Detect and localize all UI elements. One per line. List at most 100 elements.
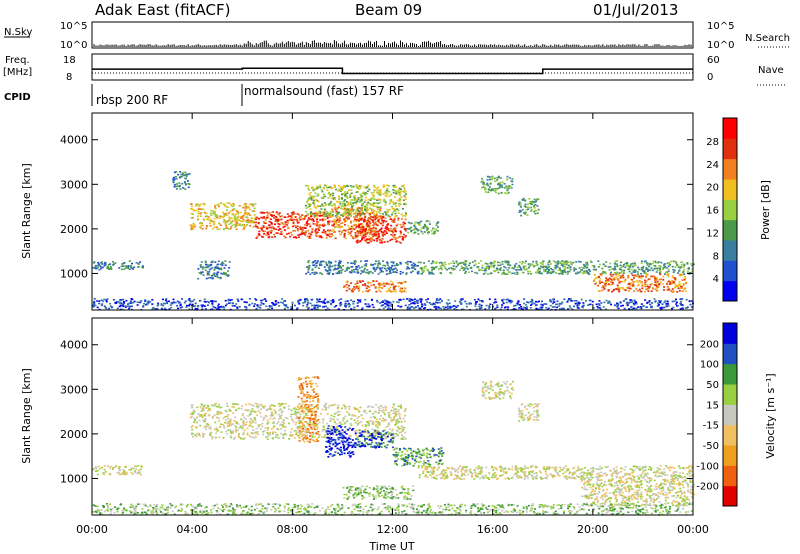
data-pixel <box>105 300 108 303</box>
data-pixel <box>603 288 606 290</box>
data-pixel <box>191 433 194 436</box>
data-pixel <box>485 266 488 269</box>
data-pixel <box>499 264 502 267</box>
data-pixel <box>570 263 573 265</box>
data-pixel <box>398 235 401 238</box>
data-pixel <box>254 221 257 224</box>
data-pixel <box>296 434 299 437</box>
data-pixel <box>630 272 633 275</box>
data-pixel <box>313 304 316 307</box>
data-pixel <box>168 308 171 310</box>
data-pixel <box>520 305 523 308</box>
data-pixel <box>273 303 276 306</box>
data-pixel <box>573 305 576 308</box>
data-pixel <box>323 187 326 190</box>
data-pixel <box>569 261 572 263</box>
data-pixel <box>622 265 625 268</box>
data-pixel <box>320 300 323 303</box>
data-pixel <box>377 235 380 238</box>
data-pixel <box>227 298 230 301</box>
data-pixel <box>529 300 532 303</box>
data-pixel <box>394 413 397 415</box>
data-pixel <box>526 301 529 303</box>
data-pixel <box>264 222 267 224</box>
data-pixel <box>579 271 582 273</box>
data-pixel <box>399 431 402 434</box>
data-pixel <box>312 220 315 223</box>
data-pixel <box>489 262 492 265</box>
data-pixel <box>221 273 224 275</box>
data-pixel <box>372 280 375 282</box>
data-pixel <box>385 269 388 272</box>
data-pixel <box>295 408 298 411</box>
data-pixel <box>535 262 538 264</box>
data-pixel <box>557 260 560 263</box>
data-pixel <box>336 406 339 409</box>
data-pixel <box>582 267 585 269</box>
data-pixel <box>386 261 389 264</box>
data-pixel <box>330 230 333 232</box>
data-pixel <box>210 220 213 222</box>
data-pixel <box>204 260 207 263</box>
data-pixel <box>264 405 266 408</box>
data-pixel <box>597 303 600 305</box>
data-pixel <box>526 267 529 270</box>
data-pixel <box>631 301 634 303</box>
data-pixel <box>273 214 275 217</box>
data-pixel <box>360 204 363 207</box>
data-pixel <box>218 228 221 230</box>
data-pixel <box>211 300 214 302</box>
data-pixel <box>331 234 334 237</box>
data-pixel <box>305 272 308 275</box>
data-pixel <box>383 285 386 287</box>
data-pixel <box>312 223 315 225</box>
data-pixel <box>503 183 506 185</box>
data-pixel <box>620 261 622 264</box>
data-pixel <box>364 298 367 301</box>
data-pixel <box>300 435 303 438</box>
data-pixel <box>465 266 468 268</box>
data-pixel <box>306 213 309 215</box>
data-pixel <box>237 211 239 213</box>
data-pixel <box>348 408 351 410</box>
data-pixel <box>356 239 359 242</box>
data-pixel <box>647 268 650 271</box>
data-pixel <box>382 231 385 234</box>
data-pixel <box>520 307 523 310</box>
data-pixel <box>616 260 619 262</box>
data-pixel <box>315 234 318 237</box>
data-pixel <box>664 265 667 268</box>
data-pixel <box>632 271 635 273</box>
data-pixel <box>594 283 597 285</box>
data-pixel <box>525 260 527 263</box>
data-pixel <box>380 304 383 307</box>
data-pixel <box>473 299 476 301</box>
data-pixel <box>477 267 480 269</box>
data-pixel <box>523 205 526 207</box>
data-pixel <box>325 186 328 189</box>
data-pixel <box>250 217 253 219</box>
data-pixel <box>331 220 334 223</box>
data-pixel <box>445 268 448 271</box>
data-pixel <box>212 415 214 418</box>
data-pixel <box>246 409 249 412</box>
data-pixel <box>235 221 238 224</box>
data-pixel <box>337 190 339 192</box>
data-pixel <box>137 263 140 265</box>
data-pixel <box>383 233 386 236</box>
data-pixel <box>316 217 319 220</box>
data-pixel <box>290 308 293 311</box>
data-pixel <box>686 263 689 265</box>
data-pixel <box>601 281 604 283</box>
data-pixel <box>279 233 282 235</box>
data-pixel <box>577 304 580 306</box>
data-pixel <box>388 302 391 305</box>
data-pixel <box>183 301 186 304</box>
data-pixel <box>379 189 382 191</box>
data-pixel <box>594 277 597 280</box>
data-pixel <box>222 417 225 420</box>
data-pixel <box>197 212 200 215</box>
data-pixel <box>322 186 325 189</box>
data-pixel <box>274 235 276 238</box>
data-pixel <box>569 266 572 268</box>
